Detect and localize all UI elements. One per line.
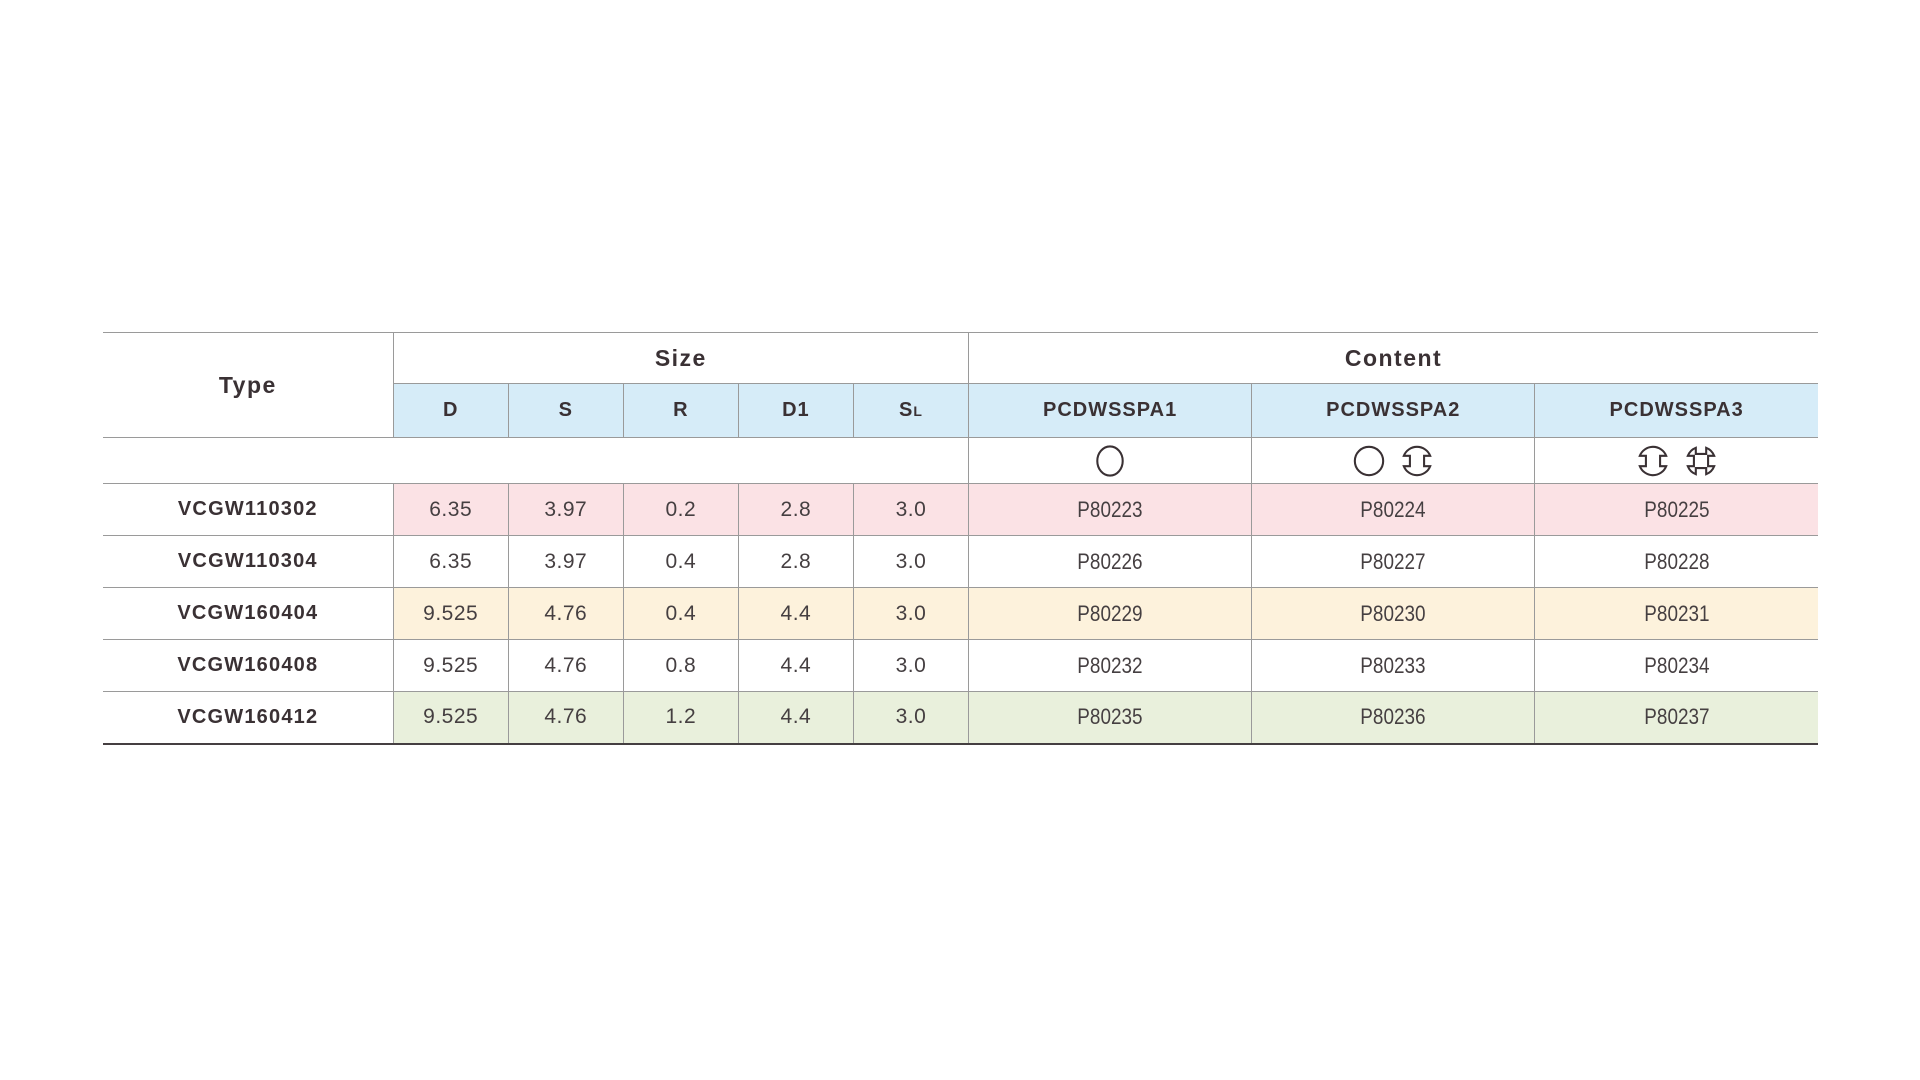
icon-row-spacer xyxy=(103,437,969,484)
cell-sl: 3.0 xyxy=(852,691,969,745)
table-row: VCGW110302 6.35 3.97 0.2 2.8 3.0 P80223 … xyxy=(103,483,1818,536)
cell-type: VCGW110304 xyxy=(103,535,394,588)
cell-s: 4.76 xyxy=(507,639,624,692)
cell-d: 9.525 xyxy=(392,587,509,640)
table-row: VCGW110304 6.35 3.97 0.4 2.8 3.0 P80226 … xyxy=(103,535,1818,588)
cell-pcdwsspa3: P80237 xyxy=(1534,691,1818,745)
cell-pcdwsspa1: P80229 xyxy=(968,587,1252,640)
col-header-d1: D1 xyxy=(737,383,854,438)
cell-r: 0.4 xyxy=(622,587,739,640)
cell-pcdwsspa3: P80231 xyxy=(1534,587,1818,640)
cell-r: 0.4 xyxy=(622,535,739,588)
cell-s: 4.76 xyxy=(507,691,624,745)
col-header-pcdwsspa1: PCDWSSPA1 xyxy=(968,383,1252,438)
cell-sl: 3.0 xyxy=(852,483,969,536)
cell-type: VCGW160412 xyxy=(103,691,394,745)
cell-pcdwsspa1: P80226 xyxy=(968,535,1252,588)
type-column-header: Type xyxy=(103,332,394,438)
insert-spec-table-wrap: Type Size Content D S R D1 SL PCDWSSPA1 … xyxy=(103,332,1818,745)
content-group-header: Content xyxy=(968,332,1818,384)
col-header-sl: SL xyxy=(852,383,969,438)
continuous-cut-icon xyxy=(1096,444,1124,477)
machining-type-icon-row xyxy=(103,437,1818,484)
table-row: VCGW160404 9.525 4.76 0.4 4.4 3.0 P80229… xyxy=(103,587,1818,640)
table-group-header-row: Type Size Content xyxy=(103,332,1818,438)
continuous-cut-icon xyxy=(1354,445,1385,476)
cell-s: 3.97 xyxy=(507,483,624,536)
col-header-s: S xyxy=(507,383,624,438)
cell-d: 6.35 xyxy=(392,535,509,588)
cell-pcdwsspa1: P80235 xyxy=(968,691,1252,745)
cell-sl: 3.0 xyxy=(852,587,969,640)
col-header-pcdwsspa2: PCDWSSPA2 xyxy=(1251,383,1535,438)
cell-pcdwsspa2: P80227 xyxy=(1251,535,1535,588)
cell-r: 0.2 xyxy=(622,483,739,536)
cell-d1: 4.4 xyxy=(737,639,854,692)
cell-pcdwsspa1: P80223 xyxy=(968,483,1252,536)
table-subheader-row: D S R D1 SL PCDWSSPA1 PCDWSSPA2 PCDWSSPA… xyxy=(103,383,1818,438)
heavy-interrupted-cut-icon xyxy=(1685,445,1716,476)
cell-d: 9.525 xyxy=(392,691,509,745)
machining-type-cell-pcdwsspa2 xyxy=(1251,437,1535,484)
col-header-pcdwsspa3: PCDWSSPA3 xyxy=(1534,383,1818,438)
cell-d: 6.35 xyxy=(392,483,509,536)
cell-type: VCGW160408 xyxy=(103,639,394,692)
cell-s: 3.97 xyxy=(507,535,624,588)
col-header-d: D xyxy=(392,383,509,438)
col-header-r: R xyxy=(622,383,739,438)
cell-d1: 4.4 xyxy=(737,691,854,745)
cell-r: 0.8 xyxy=(622,639,739,692)
cell-s: 4.76 xyxy=(507,587,624,640)
cell-d1: 2.8 xyxy=(737,535,854,588)
cell-type: VCGW110302 xyxy=(103,483,394,536)
cell-pcdwsspa2: P80233 xyxy=(1251,639,1535,692)
cell-d: 9.525 xyxy=(392,639,509,692)
cell-pcdwsspa3: P80228 xyxy=(1534,535,1818,588)
machining-type-cell-pcdwsspa3 xyxy=(1534,437,1818,484)
size-group-header: Size xyxy=(392,332,969,384)
cell-sl: 3.0 xyxy=(852,639,969,692)
cell-sl: 3.0 xyxy=(852,535,969,588)
cell-pcdwsspa2: P80224 xyxy=(1251,483,1535,536)
cell-pcdwsspa3: P80234 xyxy=(1534,639,1818,692)
cell-pcdwsspa1: P80232 xyxy=(968,639,1252,692)
insert-spec-table: Type Size Content D S R D1 SL PCDWSSPA1 … xyxy=(103,332,1818,745)
interrupted-cut-icon xyxy=(1402,445,1432,476)
cell-r: 1.2 xyxy=(622,691,739,745)
cell-type: VCGW160404 xyxy=(103,587,394,640)
cell-d1: 2.8 xyxy=(737,483,854,536)
machining-type-cell-pcdwsspa1 xyxy=(968,437,1252,484)
cell-d1: 4.4 xyxy=(737,587,854,640)
cell-pcdwsspa2: P80236 xyxy=(1251,691,1535,745)
cell-pcdwsspa2: P80230 xyxy=(1251,587,1535,640)
table-row: VCGW160408 9.525 4.76 0.8 4.4 3.0 P80232… xyxy=(103,639,1818,692)
cell-pcdwsspa3: P80225 xyxy=(1534,483,1818,536)
interrupted-cut-icon xyxy=(1637,445,1668,476)
table-row: VCGW160412 9.525 4.76 1.2 4.4 3.0 P80235… xyxy=(103,691,1818,745)
